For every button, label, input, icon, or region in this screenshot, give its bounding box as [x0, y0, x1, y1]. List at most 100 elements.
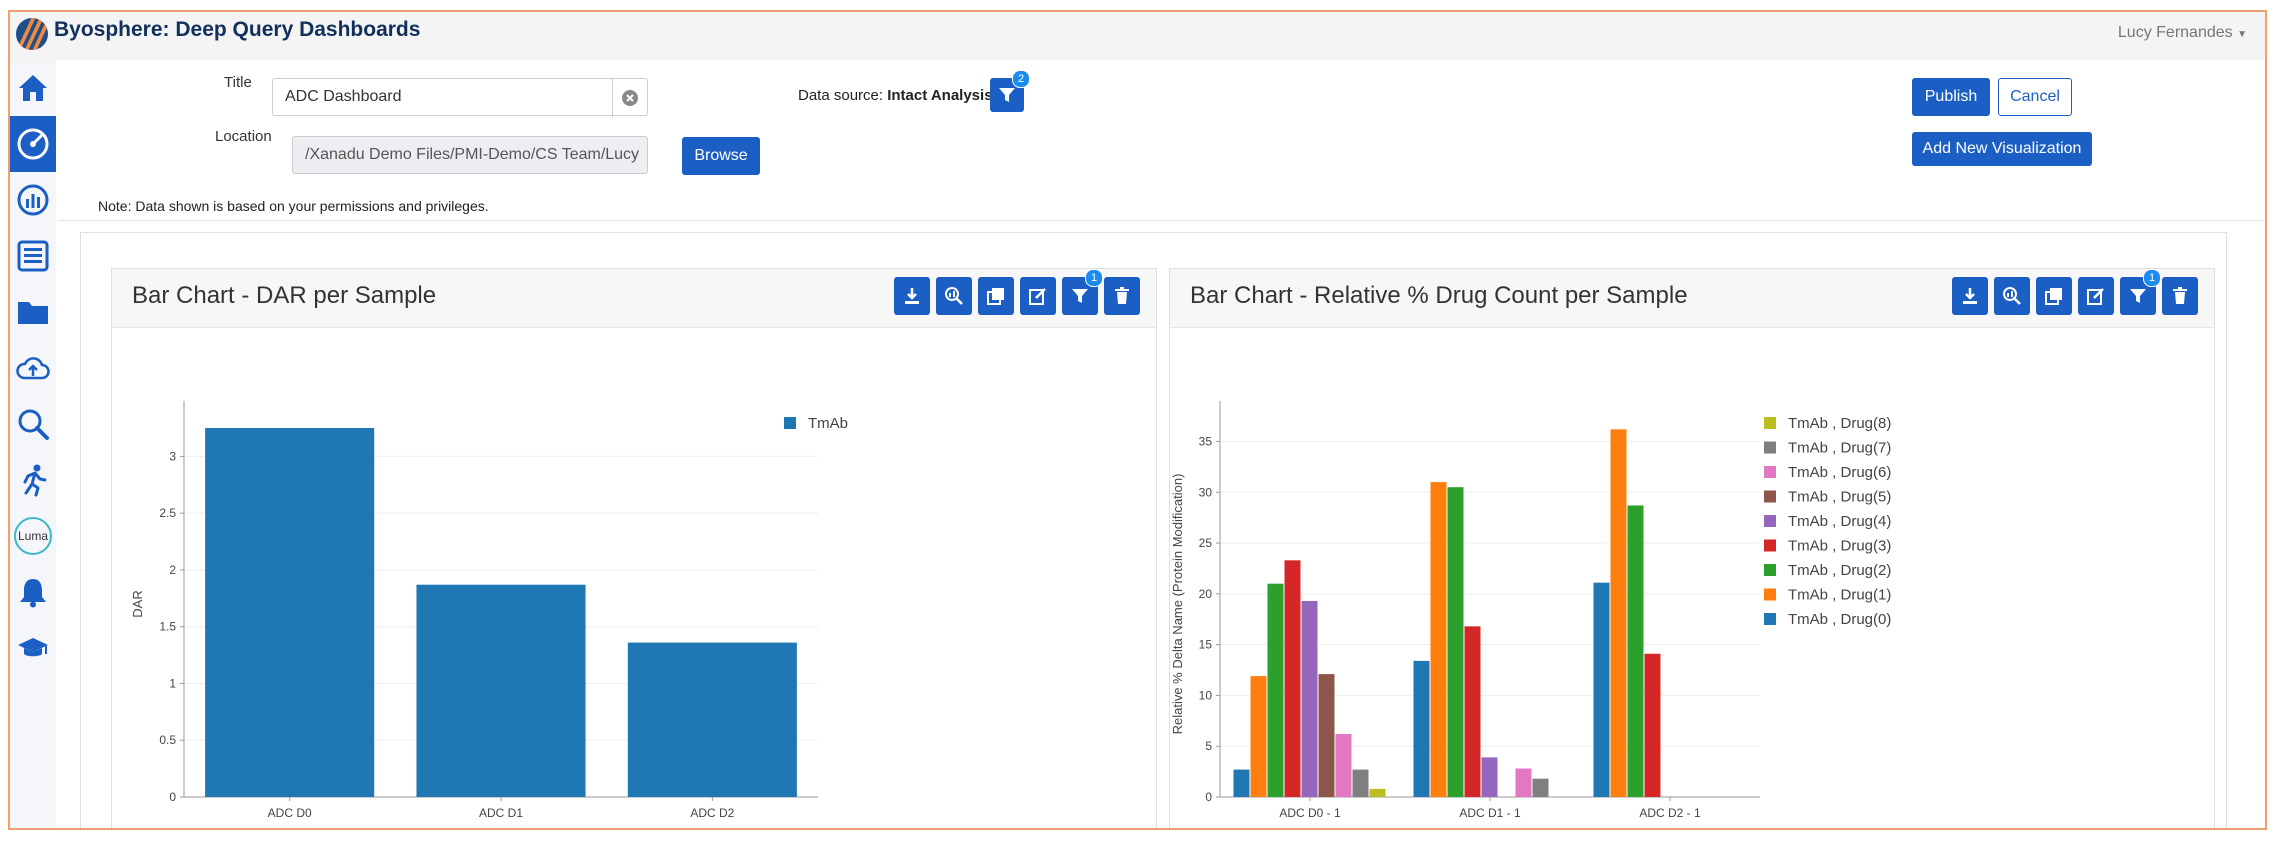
bar [1430, 482, 1447, 797]
legend-swatch [1764, 564, 1776, 576]
user-menu[interactable]: Lucy Fernandes ▼ [2118, 24, 2247, 42]
sidebar-item-search[interactable] [10, 396, 56, 452]
bar [1233, 769, 1250, 797]
panel-filter-button[interactable]: 1 [2120, 269, 2161, 315]
sidebar: Luma [10, 60, 56, 828]
luma-icon: Luma [14, 517, 52, 555]
sidebar-item-analytics[interactable] [10, 172, 56, 228]
edit-button[interactable] [1020, 277, 1056, 315]
query-button[interactable] [936, 277, 972, 315]
x-tick-label: ADC D1 - 1 [1459, 806, 1521, 820]
y-tick-label: 5 [1205, 739, 1212, 753]
x-tick-label: ADC D2 [690, 806, 734, 820]
sidebar-item-notifications[interactable] [10, 564, 56, 620]
duplicate-button[interactable] [2036, 277, 2072, 315]
download-icon [905, 288, 919, 304]
bar [1413, 660, 1430, 797]
delete-button[interactable] [1104, 277, 1140, 315]
duplicate-button[interactable] [978, 277, 1014, 315]
legend-swatch [1764, 466, 1776, 478]
bar [205, 428, 375, 797]
sidebar-item-luma[interactable]: Luma [10, 508, 56, 564]
caret-down-icon: ▼ [2237, 29, 2247, 40]
sidebar-item-upload[interactable] [10, 340, 56, 396]
cancel-button[interactable]: Cancel [1998, 78, 2072, 116]
bar [1515, 768, 1532, 797]
app-title: Byosphere: Deep Query Dashboards [54, 18, 421, 41]
y-tick-label: 35 [1199, 434, 1213, 448]
bar [1267, 583, 1284, 797]
publish-button[interactable]: Publish [1912, 78, 1990, 116]
data-source-label: Data source: [798, 87, 884, 104]
edit-button[interactable] [2078, 277, 2114, 315]
query-button[interactable] [1994, 277, 2030, 315]
panel-header: Bar Chart - Relative % Drug Count per Sa… [1170, 269, 2214, 328]
legend-swatch [1764, 539, 1776, 552]
bar [1627, 505, 1644, 797]
legend-label: TmAb , Drug(3) [1788, 538, 1891, 555]
analytics-icon [17, 184, 49, 216]
title-input[interactable]: ADC Dashboard [272, 78, 648, 117]
filter-icon [2130, 289, 2146, 303]
graduation-cap-icon [18, 638, 48, 657]
sidebar-item-dashboard[interactable] [10, 116, 56, 172]
download-button[interactable] [1952, 277, 1988, 315]
bar [1352, 769, 1369, 797]
download-button[interactable] [894, 277, 930, 315]
legend-swatch [784, 417, 796, 429]
title-label: Title [224, 74, 252, 91]
delete-button[interactable] [2162, 277, 2198, 315]
home-icon [19, 75, 47, 101]
app-logo [16, 18, 48, 50]
filter-count-badge: 2 [1012, 70, 1030, 88]
y-tick-label: 20 [1199, 587, 1213, 601]
x-tick-label: ADC D0 [268, 806, 312, 820]
query-icon [2003, 287, 2021, 305]
folder-icon [18, 302, 48, 324]
visualization-area: Bar Chart - DAR per Sample 1 0 0.5 1 1.5 2 2.… [80, 232, 2227, 828]
sidebar-item-files[interactable] [10, 284, 56, 340]
panel-toolbar: 1 [1952, 269, 2198, 315]
filter-icon [999, 88, 1015, 102]
add-visualization-button[interactable]: Add New Visualization [1912, 132, 2092, 166]
x-tick-label: ADC D0 - 1 [1279, 806, 1341, 820]
bar [1284, 560, 1301, 797]
clear-title-button[interactable] [612, 79, 647, 117]
x-tick-label: ADC D2 - 1 [1639, 806, 1701, 820]
y-axis-label: Relative % Delta Name (Protein Modificat… [1170, 474, 1185, 735]
bar [1447, 487, 1464, 797]
data-source-value: Intact Analysis [887, 87, 993, 104]
x-tick-label: ADC D1 [479, 806, 523, 820]
bar [1532, 778, 1549, 797]
y-tick-label: 15 [1199, 638, 1213, 652]
y-tick-label: 2.5 [159, 506, 176, 520]
sidebar-item-dataset[interactable] [10, 228, 56, 284]
bar [1464, 626, 1481, 797]
query-icon [945, 287, 963, 305]
legend-label: TmAb , Drug(4) [1788, 513, 1891, 530]
bar [1593, 582, 1610, 797]
y-tick-label: 0.5 [159, 733, 176, 747]
copy-icon [2045, 288, 2062, 305]
y-tick-label: 10 [1199, 688, 1213, 702]
location-label: Location [215, 128, 272, 145]
browse-button[interactable]: Browse [682, 137, 760, 175]
sidebar-item-run[interactable] [10, 452, 56, 508]
permissions-note: Note: Data shown is based on your permis… [98, 198, 489, 214]
panel-filter-button[interactable]: 1 [1062, 269, 1103, 315]
sidebar-item-learning[interactable] [10, 620, 56, 676]
legend-label: TmAb [808, 415, 848, 432]
bar [1250, 676, 1267, 797]
copy-icon [987, 288, 1004, 305]
sidebar-item-home[interactable] [10, 60, 56, 116]
trash-icon [2173, 287, 2187, 304]
y-tick-label: 0 [169, 790, 176, 804]
data-source-filter-button[interactable]: 2 [990, 70, 1030, 112]
user-name: Lucy Fernandes [2117, 24, 2233, 41]
edit-icon [2087, 288, 2104, 305]
trash-icon [1115, 287, 1129, 304]
drug-count-chart: 0 5 10 15 20 25 30 35 ADC D0 - 1 ADC D1 - 1 ADC D2… [1170, 401, 1891, 820]
legend-label: TmAb , Drug(7) [1788, 440, 1891, 457]
y-tick-label: 1 [169, 676, 176, 690]
